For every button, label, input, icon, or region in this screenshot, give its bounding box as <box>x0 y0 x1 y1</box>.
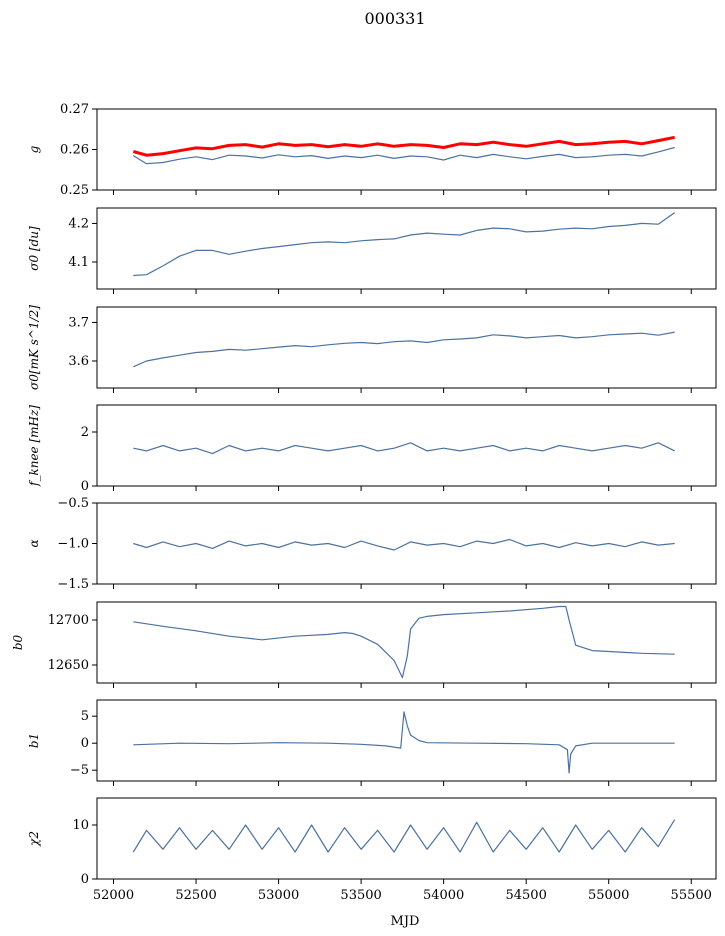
ytick-label-alpha-1: −1.0 <box>57 537 89 552</box>
xtick-label-1: 52500 <box>175 888 216 903</box>
xtick-label-3: 53500 <box>340 888 381 903</box>
xtick-label-6: 55000 <box>588 888 629 903</box>
ytick-label-fknee-0: 0 <box>81 479 89 494</box>
series-b1-line <box>133 711 675 774</box>
ytick-label-b0-0: 12650 <box>48 658 89 673</box>
series-sigma0-du-line <box>133 212 676 277</box>
chart-title: 000331 <box>364 9 425 28</box>
ylabel-g: g <box>27 145 41 153</box>
xtick-label-2: 53000 <box>258 888 299 903</box>
ylabel-chi2: χ2 <box>27 831 41 847</box>
ytick-label-chi2-0: 0 <box>81 872 89 887</box>
series-sigma0-mks-line <box>133 331 675 368</box>
series-chi2-line <box>132 819 676 853</box>
panel-b0: 12650 12700 b0 <box>11 601 717 688</box>
series-b0-line <box>133 605 675 679</box>
series-alpha-line <box>133 538 675 551</box>
ytick-label-g-2: 0.27 <box>60 102 89 117</box>
panel-sigma0-mks: 3.6 3.7 σ0[mK s^1/2] <box>27 305 717 393</box>
x-axis-label: MJD <box>391 914 420 929</box>
ytick-label-alpha-2: −0.5 <box>57 496 89 511</box>
ytick-label-sigma0-mks-1: 3.7 <box>68 315 89 330</box>
ylabel-sigma0-mks: σ0[mK s^1/2] <box>27 305 41 390</box>
series-fknee-line <box>133 442 675 455</box>
ytick-label-g-0: 0.25 <box>60 183 89 198</box>
ytick-label-g-1: 0.26 <box>60 143 89 158</box>
series-g-blue <box>132 146 675 165</box>
ylabel-alpha: α <box>27 539 41 547</box>
xtick-label-5: 54500 <box>505 888 546 903</box>
panels-group: 0.25 0.26 0.27 g 4.1 4.2 σ0 [du] 3.6 3.7 σ0[mK s^… <box>11 102 717 903</box>
panel-chi2: 0 10 52000 52500 53000 53500 54000 54500 55000 55… <box>27 797 717 903</box>
axes-frame-b1 <box>96 699 717 782</box>
ytick-label-sigma0-du-0: 4.1 <box>68 255 89 270</box>
panel-b1: −5 0 5 b1 <box>27 699 717 786</box>
ytick-label-sigma0-du-1: 4.2 <box>68 216 89 231</box>
panel-sigma0-du: 4.1 4.2 σ0 [du] <box>27 207 717 294</box>
axes-frame-chi2 <box>96 797 717 880</box>
ylabel-fknee: f_knee [mHz] <box>27 405 41 487</box>
panel-alpha: −1.5 −1.0 −0.5 α <box>27 496 717 592</box>
axes-frame-sigma0-mks <box>96 306 717 389</box>
xtick-label-0: 52000 <box>93 888 134 903</box>
series-g-red <box>132 135 675 157</box>
axes-frame-fknee <box>96 404 717 487</box>
panel-g: 0.25 0.26 0.27 g <box>27 102 717 198</box>
panel-fknee: 0 2 f_knee [mHz] <box>27 404 717 494</box>
ylabel-b0: b0 <box>11 634 25 650</box>
ytick-label-fknee-1: 2 <box>81 425 89 440</box>
xtick-label-7: 55500 <box>671 888 712 903</box>
xtick-label-4: 54000 <box>423 888 464 903</box>
ytick-label-b1-0: −5 <box>70 763 89 778</box>
ylabel-b1: b1 <box>27 733 41 748</box>
ytick-label-chi2-1: 10 <box>72 818 89 833</box>
axes-frame-b0 <box>96 601 717 684</box>
ytick-label-b1-1: 0 <box>81 736 89 751</box>
axes-frame-sigma0-du <box>96 207 717 290</box>
ytick-label-b0-1: 12700 <box>48 613 89 628</box>
ytick-label-b1-2: 5 <box>81 709 89 724</box>
ytick-label-alpha-0: −1.5 <box>57 577 89 592</box>
ylabel-sigma0-du: σ0 [du] <box>27 226 41 271</box>
ytick-label-sigma0-mks-0: 3.6 <box>68 354 89 369</box>
